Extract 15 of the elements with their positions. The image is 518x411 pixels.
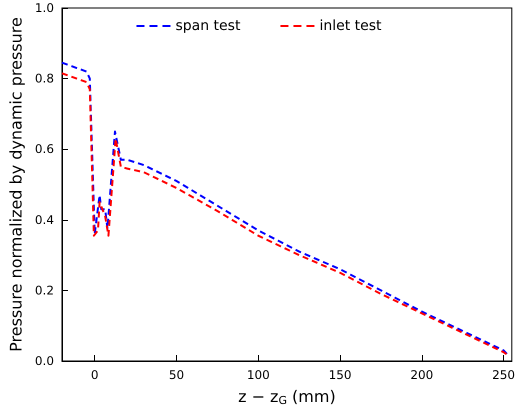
x-tick-label: 50 [168, 368, 184, 382]
y-tick-label: 0.0 [34, 354, 54, 368]
legend-label: inlet test [319, 18, 382, 34]
y-tick-label: 1.0 [34, 1, 54, 15]
y-tick-label: 0.2 [34, 283, 54, 298]
x-tick-label: 0 [90, 368, 99, 382]
x-tick-label: 150 [328, 368, 352, 382]
x-tick-label: 100 [246, 368, 270, 382]
y-tick-label: 0.8 [34, 72, 54, 86]
x-tick-label: 250 [492, 368, 516, 382]
y-tick-label: 0.4 [34, 212, 54, 227]
legend-label: span test [175, 18, 241, 34]
x-tick-label: 200 [410, 368, 434, 382]
y-axis-title: Pressure normalized by dynamic pressure [6, 17, 26, 352]
y-tick-label: 0.6 [34, 142, 54, 156]
